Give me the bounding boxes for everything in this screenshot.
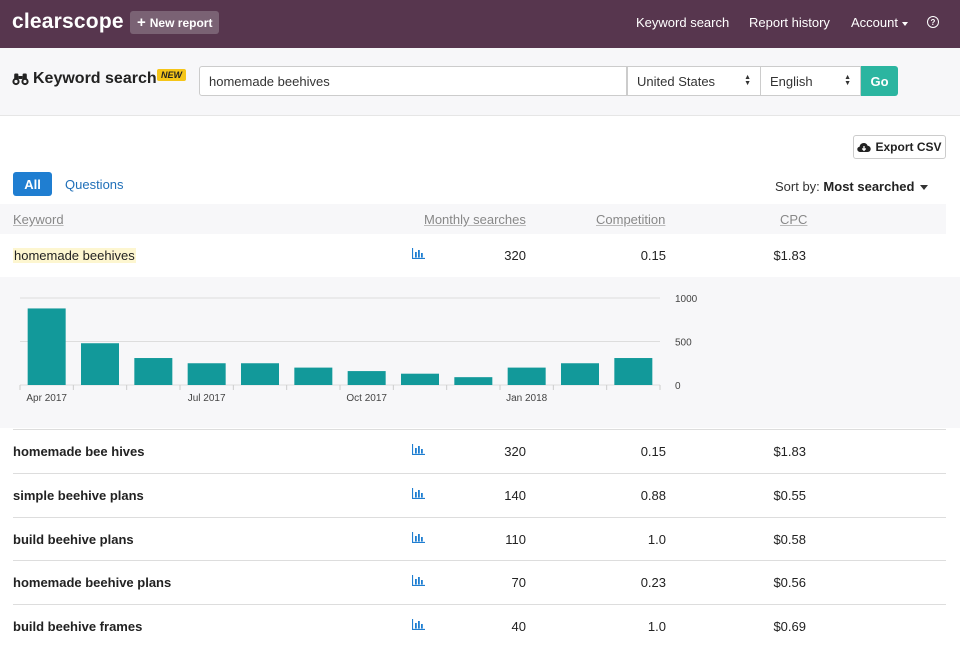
competition-cell: 0.23 bbox=[640, 575, 666, 590]
country-select-value: United States bbox=[637, 73, 716, 89]
help-icon[interactable]: ? bbox=[927, 16, 939, 28]
chart-bar bbox=[81, 343, 119, 385]
sort-value: Most searched bbox=[823, 179, 915, 194]
chart-bar bbox=[187, 363, 226, 385]
new-badge: NEW bbox=[157, 69, 186, 81]
x-tick-label: Apr 2017 bbox=[26, 393, 67, 404]
table-row[interactable]: simple beehive plans 140 0.88 $0.55 bbox=[13, 473, 946, 516]
bar-chart-icon[interactable] bbox=[412, 575, 425, 586]
monthly-searches-cell: 320 bbox=[504, 444, 526, 459]
table-row[interactable]: homemade beehive plans 70 0.23 $0.56 bbox=[13, 560, 946, 603]
table-row[interactable]: build beehive plans 110 1.0 $0.58 bbox=[13, 517, 946, 560]
search-bar: Keyword search NEW United States ▲▼ Engl… bbox=[0, 48, 960, 116]
new-report-button[interactable]: + New report bbox=[130, 11, 220, 34]
cpc-cell: $1.83 bbox=[773, 248, 806, 263]
go-button[interactable]: Go bbox=[861, 66, 898, 96]
search-volume-chart-panel: 1000 500 0 Apr 2017 Jul 2017 Oct 2017 Jan 2018 bbox=[0, 277, 960, 428]
keyword-search-input[interactable] bbox=[199, 66, 627, 96]
monthly-searches-cell: 320 bbox=[504, 248, 526, 263]
nav-account[interactable]: Account bbox=[851, 15, 908, 30]
binoculars-icon bbox=[12, 73, 29, 86]
export-csv-button[interactable]: Export CSV bbox=[853, 135, 946, 159]
cpc-cell: $0.69 bbox=[773, 619, 806, 634]
table-row[interactable]: homemade bee hives 320 0.15 $1.83 bbox=[13, 429, 946, 472]
competition-cell: 1.0 bbox=[647, 619, 666, 634]
chevron-down-icon bbox=[920, 185, 929, 191]
x-tick-label: Oct 2017 bbox=[346, 393, 387, 404]
table-row[interactable]: homemade beehives 320 0.15 $1.83 bbox=[13, 234, 946, 277]
nav-keyword-search[interactable]: Keyword search bbox=[636, 15, 730, 30]
chart-bar bbox=[134, 358, 173, 385]
cloud-download-icon bbox=[857, 142, 872, 152]
y-tick-label: 500 bbox=[675, 338, 692, 349]
new-report-label: New report bbox=[149, 15, 213, 30]
page-title-text: Keyword search bbox=[33, 70, 157, 87]
tab-questions[interactable]: Questions bbox=[65, 177, 124, 192]
keyword-cell: homemade beehives bbox=[13, 248, 136, 263]
select-arrows-icon: ▲ ▼ bbox=[844, 74, 851, 87]
nav-report-history[interactable]: Report history bbox=[749, 15, 830, 30]
chart-bar bbox=[561, 363, 599, 385]
chart-bar bbox=[241, 363, 279, 385]
y-tick-label: 0 bbox=[675, 381, 681, 392]
monthly-searches-cell: 110 bbox=[505, 532, 526, 547]
chart-bar bbox=[507, 367, 546, 385]
chart-bar bbox=[454, 377, 493, 385]
bar-chart-icon[interactable] bbox=[412, 248, 425, 259]
x-tick-label: Jan 2018 bbox=[506, 393, 548, 404]
chart-bar bbox=[27, 308, 66, 385]
competition-cell: 0.15 bbox=[640, 248, 666, 263]
chart-bar bbox=[614, 358, 653, 385]
column-header-keyword[interactable]: Keyword bbox=[13, 212, 64, 227]
monthly-searches-cell: 70 bbox=[511, 575, 526, 590]
plus-icon: + bbox=[137, 14, 146, 31]
keyword-cell: simple beehive plans bbox=[13, 488, 144, 503]
keyword-cell: build beehive plans bbox=[13, 532, 134, 547]
cpc-cell: $1.83 bbox=[773, 444, 806, 459]
competition-cell: 0.88 bbox=[640, 488, 666, 503]
x-tick-label: Jul 2017 bbox=[188, 393, 226, 404]
competition-cell: 0.15 bbox=[640, 444, 666, 459]
column-header-cpc[interactable]: CPC bbox=[780, 212, 808, 227]
monthly-searches-cell: 140 bbox=[504, 488, 526, 503]
app-logo[interactable]: clearscope bbox=[12, 10, 124, 33]
sort-dropdown[interactable]: Sort by: Most searched bbox=[775, 179, 929, 194]
search-volume-chart: 1000 500 0 Apr 2017 Jul 2017 Oct 2017 Jan 2018 bbox=[19, 294, 698, 404]
competition-cell: 1.0 bbox=[647, 532, 666, 547]
cpc-cell: $0.56 bbox=[773, 575, 806, 590]
top-nav: clearscope + New report Keyword search R… bbox=[0, 0, 960, 48]
tab-all[interactable]: All bbox=[13, 172, 52, 196]
select-arrows-icon: ▲ ▼ bbox=[744, 74, 751, 87]
column-header-monthly-searches[interactable]: Monthly searches bbox=[424, 212, 526, 227]
table-row[interactable]: build beehive frames 40 1.0 $0.69 bbox=[13, 604, 946, 647]
page-title: Keyword search bbox=[12, 70, 157, 88]
monthly-searches-cell: 40 bbox=[511, 619, 526, 634]
cpc-cell: $0.55 bbox=[773, 488, 806, 503]
cpc-cell: $0.58 bbox=[773, 532, 806, 547]
export-csv-label: Export CSV bbox=[875, 140, 942, 154]
chart-bar bbox=[347, 371, 386, 385]
chevron-down-icon bbox=[901, 21, 908, 26]
y-tick-label: 1000 bbox=[675, 294, 698, 305]
sort-label: Sort by: bbox=[775, 179, 820, 194]
nav-account-label: Account bbox=[851, 15, 898, 30]
keyword-cell: build beehive frames bbox=[13, 619, 143, 634]
table-header: Keyword Monthly searches Competition CPC bbox=[0, 204, 946, 234]
language-select[interactable]: English ▲ ▼ bbox=[760, 66, 861, 96]
chart-bar bbox=[401, 373, 439, 385]
country-select[interactable]: United States ▲ ▼ bbox=[627, 66, 761, 96]
column-header-competition[interactable]: Competition bbox=[596, 212, 666, 227]
keyword-cell: homemade bee hives bbox=[13, 444, 145, 459]
language-select-value: English bbox=[770, 73, 813, 89]
bar-chart-icon[interactable] bbox=[412, 532, 425, 543]
bar-chart-icon[interactable] bbox=[412, 619, 425, 630]
bar-chart-icon[interactable] bbox=[412, 444, 425, 455]
bar-chart-icon[interactable] bbox=[412, 488, 425, 499]
keyword-cell: homemade beehive plans bbox=[13, 575, 172, 590]
chart-bar bbox=[294, 367, 333, 385]
